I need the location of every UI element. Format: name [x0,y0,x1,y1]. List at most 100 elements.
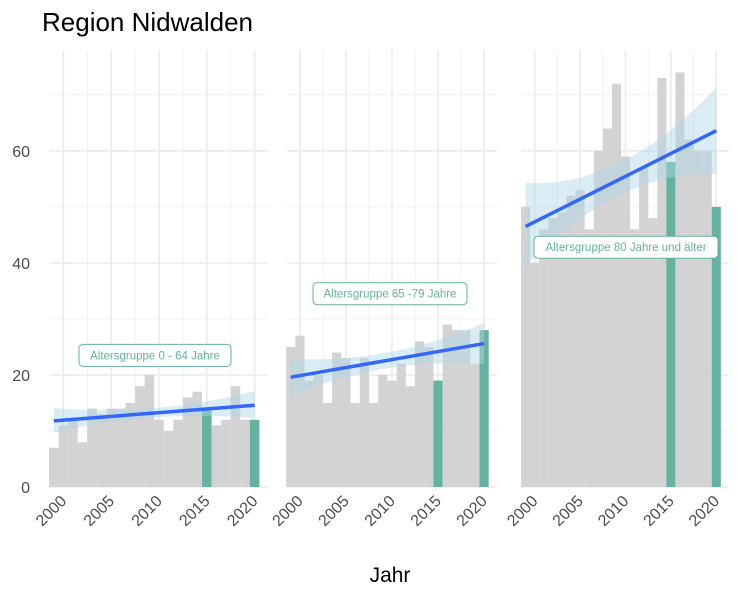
trend-line [524,129,718,229]
bar [332,352,342,487]
chart-title: Region Nidwalden [42,7,253,37]
bar [368,402,379,487]
bar [387,380,397,487]
bar [575,190,585,488]
x-tick-label: 2005 [550,493,587,530]
bar [221,419,231,487]
y-tick-label: 0 [21,480,30,497]
bar [173,419,183,487]
bar [163,430,174,487]
bar [341,358,351,487]
bar [230,386,241,487]
bar [470,363,480,487]
bar [602,128,612,487]
bar [106,408,116,487]
bar [96,414,107,487]
bar-highlight [433,380,443,487]
bar [125,402,136,487]
bar [442,324,452,487]
annotation-label-box [533,235,719,259]
bar [461,330,471,487]
y-tick-label: 20 [12,368,30,385]
x-tick-label: 2005 [81,493,118,530]
annotation-label: Altersgruppe 65 -79 Jahre [324,289,457,301]
facet-panel: Altersgruppe 0 - 64 Jahre 2000 2005 2010 201… [33,50,268,530]
bar [530,262,540,487]
bar [693,150,703,487]
bar [702,150,712,487]
bar-highlight [249,419,260,487]
bar [611,83,621,487]
x-tick-label: 2005 [316,493,353,530]
bar [684,139,694,487]
bar [451,330,462,487]
bar [405,386,416,487]
bar [350,402,360,487]
bar-highlight [711,206,721,487]
y-tick-label: 40 [12,256,30,273]
bar [77,442,88,487]
bar [144,374,155,487]
bar [657,78,667,487]
bar [115,408,126,487]
annotation-label-box [78,343,232,367]
bar [539,229,549,488]
bar [154,419,164,487]
bar [548,218,558,488]
bar [378,374,388,487]
bar [135,386,145,487]
x-tick-label: 2010 [362,493,399,530]
annotation-label-box [312,282,468,306]
bar [58,425,69,487]
bar [648,218,658,488]
bar [240,419,250,487]
x-tick-label: 2015 [641,493,678,530]
annotation-label: Altersgruppe 80 Jahre und älter [545,242,706,254]
bar [192,391,203,487]
bar [566,195,576,487]
bar [593,150,603,487]
bar [286,346,296,487]
bar [584,229,594,488]
x-tick-label: 2015 [408,493,445,530]
bar-highlight [479,330,489,487]
bar [322,402,333,487]
x-tick-label: 2000 [33,493,70,530]
bar [295,335,305,487]
bar [675,72,685,488]
bar [424,346,434,487]
bar [87,408,97,487]
x-tick-label: 2020 [454,493,491,530]
bar [211,425,222,487]
bar [557,212,567,487]
bar [182,397,193,487]
bar [304,380,314,487]
bar [620,156,631,487]
x-tick-label: 2000 [504,493,541,530]
bar [639,167,649,487]
confidence-band [525,87,717,266]
bar-highlight [202,408,212,487]
bar [359,358,369,487]
x-tick-label: 2010 [595,493,632,530]
bar [415,341,425,487]
trend-line [53,403,255,423]
bar [313,374,323,487]
y-tick-label: 60 [12,144,30,161]
bar [521,206,531,487]
x-axis-title: Jahr [370,564,411,587]
bar [49,447,59,487]
bar [396,363,406,487]
trend-line [290,341,485,379]
x-tick-label: 2010 [129,493,166,530]
facet-panel: Altersgruppe 65 -79 Jahre 2000 2005 2010 201… [270,50,497,530]
bar-highlight [666,162,676,488]
x-tick-label: 2020 [686,493,723,530]
annotation-label: Altersgruppe 0 - 64 Jahre [90,350,220,362]
bar [68,419,78,487]
bar [630,229,640,488]
x-tick-label: 2020 [224,493,261,530]
